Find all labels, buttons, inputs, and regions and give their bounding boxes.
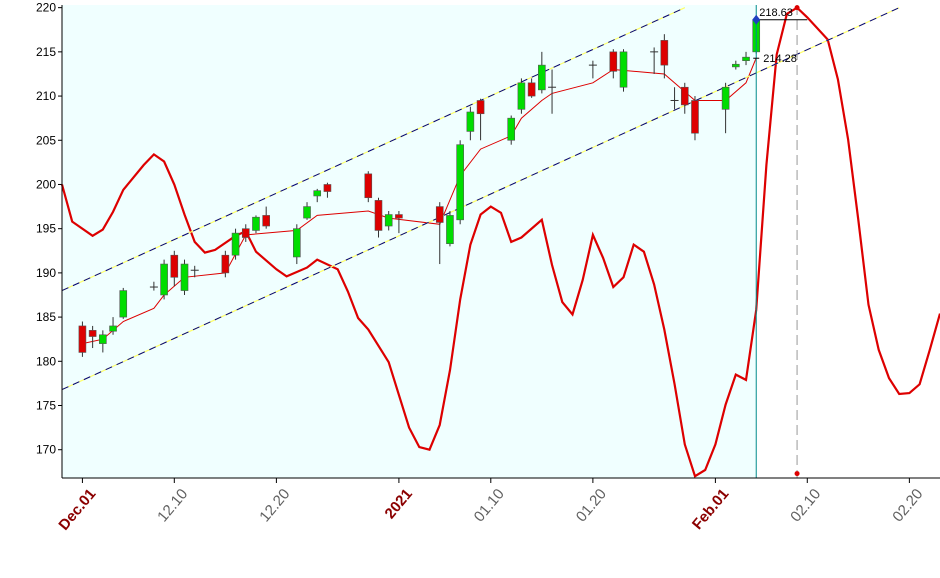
candle-body [619, 51, 628, 88]
y-tick-label: 170 [36, 443, 56, 457]
y-tick-label: 210 [36, 89, 56, 103]
x-tick-label: 12.10 [154, 486, 191, 526]
candle-body [252, 216, 260, 231]
candle-body [435, 206, 444, 223]
candle-body [119, 290, 128, 318]
candle-body [313, 190, 322, 197]
projection-dot [794, 471, 800, 477]
y-tick-label: 195 [36, 222, 56, 236]
candle-body [466, 111, 475, 132]
candle-body [241, 228, 250, 238]
candle-body [456, 144, 464, 221]
candle-body [221, 254, 230, 274]
candle-body [476, 100, 485, 115]
candle-body [517, 82, 526, 110]
candle-body [527, 82, 536, 97]
y-tick-label: 205 [36, 133, 56, 147]
candle-body [99, 334, 107, 344]
candle-body [323, 184, 332, 192]
plot-background [62, 5, 757, 478]
candle-body [732, 63, 740, 68]
candle-body [538, 64, 546, 91]
x-tick-label: 12.20 [256, 486, 293, 526]
candle-body [180, 263, 189, 291]
candle-body [303, 206, 311, 219]
y-tick-label: 215 [36, 45, 56, 59]
x-tick-label: 01.10 [471, 486, 508, 526]
candle-body [293, 228, 301, 258]
projection-dot [794, 5, 800, 11]
y-tick-label: 185 [36, 310, 56, 324]
candle-body [395, 214, 403, 219]
channel-line [61, 7, 686, 292]
candle-body [78, 325, 87, 353]
candle-body [446, 215, 454, 245]
x-tick-label: 02.10 [787, 486, 824, 526]
candle-body [262, 215, 270, 227]
candle-body [384, 214, 393, 227]
candle-body [374, 200, 383, 231]
x-tick-label: 01.20 [573, 486, 610, 526]
candle-body [88, 330, 97, 337]
candle-body [742, 56, 750, 61]
candle-body [170, 254, 179, 278]
candle-body [109, 325, 117, 332]
y-tick-label: 175 [36, 399, 56, 413]
x-tick-label: 2021 [381, 486, 415, 522]
y-tick-label: 200 [36, 177, 56, 191]
level-label: 218.63 [759, 7, 793, 19]
candle-body [507, 117, 516, 141]
y-tick-label: 220 [36, 1, 56, 15]
candle-body [160, 263, 168, 296]
candle-body [721, 86, 730, 110]
candle-body [680, 86, 689, 106]
x-tick-label: Dec.01 [55, 486, 99, 534]
candle-body [364, 173, 373, 199]
level-diamond [752, 14, 761, 25]
y-tick-label: 180 [36, 354, 56, 368]
candle-body [691, 100, 699, 134]
x-tick-label: Feb.01 [689, 486, 733, 533]
x-tick-label: 02.20 [889, 486, 926, 526]
candle-body [660, 40, 669, 66]
candle-body [609, 51, 618, 72]
second-label: 214.28 [763, 53, 797, 65]
candle-body [231, 232, 240, 256]
channel-line [61, 7, 900, 391]
y-tick-label: 190 [36, 266, 56, 280]
